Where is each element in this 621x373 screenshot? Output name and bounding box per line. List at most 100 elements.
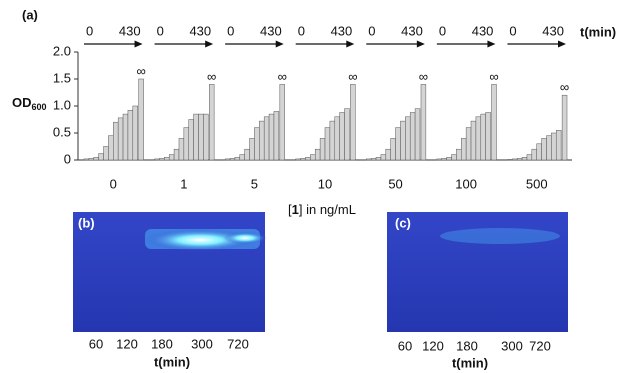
arrow-head (558, 41, 566, 48)
bar (456, 149, 461, 160)
bar (113, 122, 118, 160)
bar (104, 147, 109, 161)
end-label: ∞ (419, 69, 428, 84)
bar (108, 136, 113, 160)
bar (259, 121, 264, 160)
lane-label: 120 (422, 338, 444, 353)
bar (371, 158, 376, 160)
lane-label: 60 (398, 338, 412, 353)
time-end: 430 (542, 23, 564, 38)
bar (164, 157, 169, 160)
bar (471, 121, 476, 160)
bar (330, 121, 335, 160)
bar (84, 159, 89, 160)
bar (325, 128, 330, 160)
y-tick-label: 1.5 (53, 70, 71, 85)
gel-band (440, 228, 560, 244)
x-label-post: ] in ng/mL (299, 202, 356, 217)
end-label: ∞ (348, 69, 357, 84)
bar (118, 118, 123, 160)
bar (133, 106, 138, 160)
arrow-head (135, 41, 143, 48)
bar (405, 117, 410, 160)
arrow-head (417, 41, 425, 48)
bar (522, 157, 527, 160)
bar (174, 149, 179, 160)
bar (381, 155, 386, 160)
x-label-bold: 1 (292, 202, 299, 217)
bar (447, 157, 452, 160)
bar (240, 155, 245, 160)
lane-label: 180 (151, 336, 173, 351)
bar (94, 157, 99, 160)
end-label: ∞ (207, 69, 216, 84)
y-tick-label: 1.0 (53, 97, 71, 112)
arrow-head (276, 41, 284, 48)
bar (391, 138, 396, 160)
time-start: 0 (509, 23, 516, 38)
bar (199, 114, 204, 160)
arrow-head (205, 41, 213, 48)
bar (254, 128, 259, 160)
end-bar (139, 79, 144, 160)
time-end: 430 (331, 23, 353, 38)
lane-label: 720 (227, 336, 249, 351)
bar (537, 144, 542, 160)
bar (396, 128, 401, 160)
bar (159, 158, 164, 160)
end-label: ∞ (560, 80, 569, 95)
bar (230, 158, 235, 160)
gel-band (223, 232, 267, 244)
bar (512, 159, 517, 160)
x-tick-label: 1 (180, 176, 187, 191)
bar (123, 114, 128, 160)
y-label-sub: 600 (32, 102, 47, 112)
x-tick-label: 10 (318, 176, 332, 191)
bar (99, 154, 104, 160)
end-bar (280, 84, 285, 160)
bar (179, 138, 184, 160)
x-tick-label: 5 (251, 176, 258, 191)
time-start: 0 (86, 23, 93, 38)
bar (461, 138, 466, 160)
time-start: 0 (439, 23, 446, 38)
bar (320, 138, 325, 160)
bar (476, 117, 481, 160)
bar (296, 159, 301, 160)
x-tick-label: 0 (110, 176, 117, 191)
bar (310, 155, 315, 160)
bar (542, 138, 547, 160)
arrow-head (487, 41, 495, 48)
end-label: ∞ (489, 69, 498, 84)
time-start: 0 (157, 23, 164, 38)
lane-label: 120 (116, 336, 138, 351)
lane-label: 300 (501, 338, 523, 353)
arrow-head (346, 41, 354, 48)
bar (250, 138, 255, 160)
lane-label: 180 (456, 338, 478, 353)
y-tick-label: 2.0 (53, 43, 71, 58)
bar (305, 157, 310, 160)
time-start: 0 (298, 23, 305, 38)
end-bar (209, 84, 214, 160)
x-tick-label: 500 (526, 176, 548, 191)
bar (269, 114, 274, 160)
bar (366, 159, 371, 160)
bar (128, 110, 133, 160)
end-label: ∞ (278, 69, 287, 84)
time-start: 0 (227, 23, 234, 38)
bar (245, 149, 250, 160)
axis-label: t(min) (154, 354, 190, 369)
bar (517, 158, 522, 160)
bar (274, 111, 279, 160)
bar (415, 109, 420, 160)
bar (386, 149, 391, 160)
bar (481, 114, 486, 160)
time-start: 0 (368, 23, 375, 38)
time-label: t(min) (580, 24, 616, 39)
bar (155, 159, 160, 160)
time-end: 430 (260, 23, 282, 38)
lane-label: 720 (529, 338, 551, 353)
bar (400, 121, 405, 160)
time-end: 430 (189, 23, 211, 38)
